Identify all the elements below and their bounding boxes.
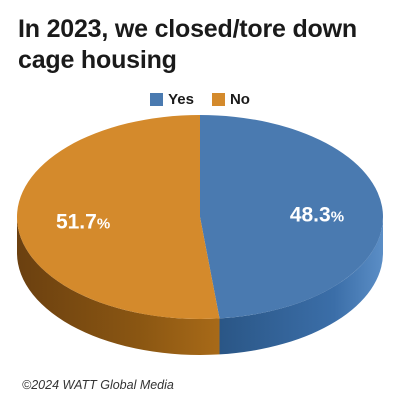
pie-label-yes: 48.3% bbox=[290, 204, 344, 227]
legend-item-yes: Yes bbox=[150, 91, 194, 108]
legend-swatch-yes bbox=[150, 93, 164, 106]
copyright-credit: ©2024 WATT Global Media bbox=[22, 378, 174, 392]
pie-slice-yes bbox=[200, 115, 384, 319]
pie-slice-no bbox=[17, 115, 220, 319]
pie-tops bbox=[17, 115, 384, 319]
legend-label-yes: Yes bbox=[168, 91, 194, 108]
pie-chart: 48.3% 51.7% bbox=[17, 115, 384, 355]
legend-label-no: No bbox=[229, 91, 250, 108]
legend-swatch-no bbox=[211, 93, 225, 106]
chart-title: In 2023, we closed/tore down cage housin… bbox=[18, 15, 357, 74]
pie-label-no: 51.7% bbox=[56, 210, 110, 233]
legend-item-no: No bbox=[211, 91, 250, 108]
pie-side-yes bbox=[219, 217, 383, 355]
pie-sides bbox=[17, 217, 383, 355]
pie-side-no bbox=[17, 217, 220, 355]
legend: Yes No bbox=[0, 91, 400, 108]
pie-labels: 48.3% 51.7% bbox=[56, 204, 344, 234]
